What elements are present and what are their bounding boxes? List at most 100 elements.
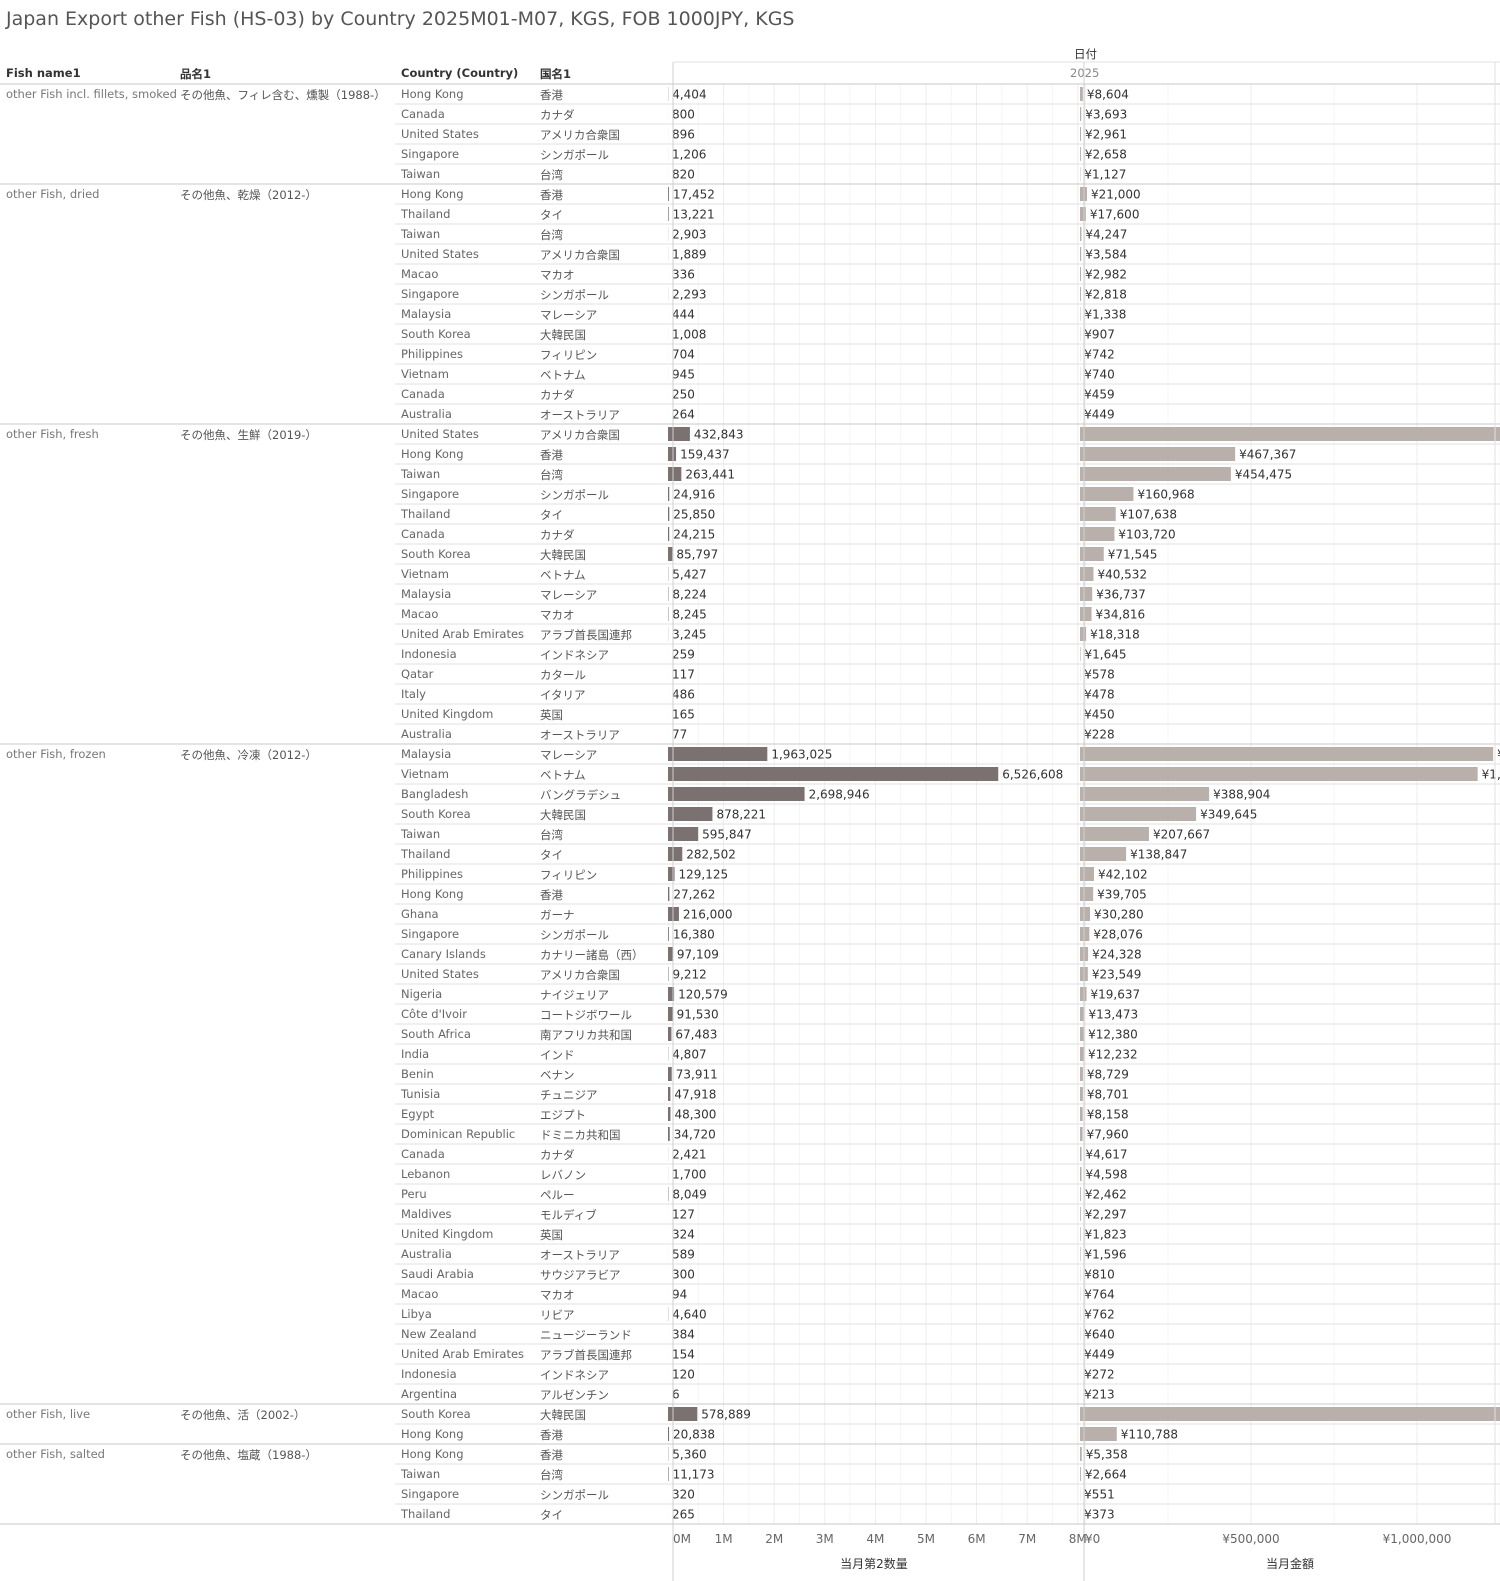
country-jp-cell: タイ [540, 508, 563, 522]
country-jp-cell: 英国 [540, 1228, 563, 1242]
country-cell: Australia [401, 1247, 452, 1261]
table-row: Italy イタリア [0, 684, 1500, 704]
x-tick-label: 0M [673, 1532, 691, 1546]
country-jp-cell: モルディブ [540, 1208, 597, 1222]
country-jp-cell: アルゼンチン [540, 1388, 609, 1402]
table-row: Vietnam ベトナム [0, 764, 1500, 784]
country-cell: Singapore [401, 147, 460, 161]
table-row: Malaysia マレーシア [0, 744, 1500, 764]
country-cell: Australia [401, 407, 452, 421]
table-row: Hong Kong 香港 [0, 1424, 1500, 1444]
country-cell: Nigeria [401, 987, 443, 1001]
table-row: Saudi Arabia サウジアラビア [0, 1264, 1500, 1284]
group-label-row: other Fish, fresh その他魚、生鮮（2019-） [0, 424, 1500, 444]
country-jp-cell: 香港 [540, 888, 563, 902]
country-cell: Canada [401, 107, 445, 121]
fish-name-cell: other Fish, dried [6, 187, 100, 201]
country-cell: South Africa [401, 1027, 471, 1041]
country-jp-cell: 大韓民国 [540, 1408, 586, 1422]
table-row: South Korea 大韓民国 [0, 804, 1500, 824]
country-jp-cell: 大韓民国 [540, 808, 586, 822]
country-cell: Tunisia [401, 1087, 441, 1101]
country-jp-cell: アメリカ合衆国 [540, 968, 620, 982]
country-jp-cell: タイ [540, 1508, 563, 1522]
country-cell: Philippines [401, 347, 463, 361]
table-row: United States アメリカ合衆国 [0, 244, 1500, 264]
country-jp-cell: インドネシア [540, 648, 609, 662]
country-cell: United States [401, 427, 479, 441]
country-jp-cell: ドミニカ共和国 [540, 1128, 621, 1142]
country-jp-cell: マレーシア [540, 308, 598, 322]
country-cell: Hong Kong [401, 447, 464, 461]
group-label-row: other Fish, salted その他魚、塩蔵（1988-） [0, 1444, 1500, 1464]
table-row: Côte d'Ivoir コートジボワール [0, 1004, 1500, 1024]
country-jp-cell: インドネシア [540, 1368, 609, 1382]
country-cell: Canada [401, 387, 445, 401]
fish-name-cell: other Fish, live [6, 1407, 91, 1421]
country-cell: United States [401, 247, 479, 261]
table-row: Hong Kong 香港 [0, 444, 1500, 464]
x-axis-title: 当月金額 [1266, 1556, 1314, 1571]
table-row: Taiwan 台湾 [0, 1464, 1500, 1484]
country-cell: Canada [401, 1147, 445, 1161]
country-cell: Hong Kong [401, 187, 464, 201]
country-cell: United Kingdom [401, 1227, 494, 1241]
country-jp-cell: 英国 [540, 708, 563, 722]
country-jp-cell: ベトナム [540, 568, 586, 582]
country-cell: Malaysia [401, 587, 452, 601]
country-cell: Ghana [401, 907, 439, 921]
table-row: Singapore シンガポール [0, 924, 1500, 944]
table-row: Indonesia インドネシア [0, 1364, 1500, 1384]
country-cell: Lebanon [401, 1167, 451, 1181]
country-cell: India [401, 1047, 430, 1061]
country-cell: Bangladesh [401, 787, 469, 801]
table-row: United States アメリカ合衆国 [0, 424, 1500, 444]
country-cell: Vietnam [401, 567, 449, 581]
country-jp-cell: カナリー諸島（西） [540, 948, 644, 962]
table-row: Bangladesh バングラデシュ [0, 784, 1500, 804]
country-jp-cell: チュニジア [540, 1088, 598, 1102]
country-cell: Hong Kong [401, 887, 464, 901]
table-row: Hong Kong 香港 [0, 184, 1500, 204]
country-cell: Thailand [401, 1507, 451, 1521]
table-row: Canada カナダ [0, 104, 1500, 124]
item-name-cell: その他魚、フィレ含む、燻製（1988-） [180, 88, 386, 102]
country-cell: Singapore [401, 1487, 460, 1501]
country-cell: Singapore [401, 487, 460, 501]
table-row: United Kingdom 英国 [0, 1224, 1500, 1244]
x-tick-label: 4M [866, 1532, 884, 1546]
country-cell: Thailand [401, 507, 451, 521]
country-cell: Taiwan [401, 1467, 441, 1481]
item-name-cell: その他魚、塩蔵（1988-） [180, 1448, 317, 1462]
table-row: Argentina アルゼンチン [0, 1384, 1500, 1404]
item-name-header: 品名1 [180, 67, 212, 81]
table-row: Canada カナダ [0, 384, 1500, 404]
table-row: Macao マカオ [0, 604, 1500, 624]
country-cell: Taiwan [401, 827, 441, 841]
country-cell: Peru [401, 1187, 427, 1201]
country-cell: Taiwan [401, 227, 441, 241]
country-cell: Benin [401, 1067, 434, 1081]
group-label-row: other Fish, frozen その他魚、冷凍（2012-） [0, 744, 1500, 764]
country-jp-cell: 台湾 [540, 468, 563, 482]
country-jp-cell: アラブ首長国連邦 [540, 1348, 632, 1362]
table-row: Benin ベナン [0, 1064, 1500, 1084]
country-cell: Qatar [401, 667, 434, 681]
country-jp-cell: マレーシア [540, 588, 598, 602]
country-cell: Thailand [401, 847, 451, 861]
year-header: 2025 [1070, 66, 1100, 80]
country-jp-cell: 南アフリカ共和国 [540, 1028, 632, 1042]
table-row: South Africa 南アフリカ共和国 [0, 1024, 1500, 1044]
table-row: Maldives モルディブ [0, 1204, 1500, 1224]
date-header: 日付 [1074, 47, 1097, 61]
country-jp-cell: ニュージーランド [540, 1328, 632, 1342]
country-jp-cell: シンガポール [540, 288, 609, 302]
group-label-row: other Fish incl. fillets, smoked その他魚、フィレ… [0, 84, 1500, 104]
country-jp-cell: オーストラリア [540, 1248, 620, 1262]
country-cell: Hong Kong [401, 1427, 464, 1441]
country-jp-cell: 香港 [540, 1448, 563, 1462]
country-cell: Canary Islands [401, 947, 486, 961]
country-jp-cell: シンガポール [540, 928, 609, 942]
fish-name-cell: other Fish, fresh [6, 427, 99, 441]
table-row: Hong Kong 香港 [0, 1444, 1500, 1464]
